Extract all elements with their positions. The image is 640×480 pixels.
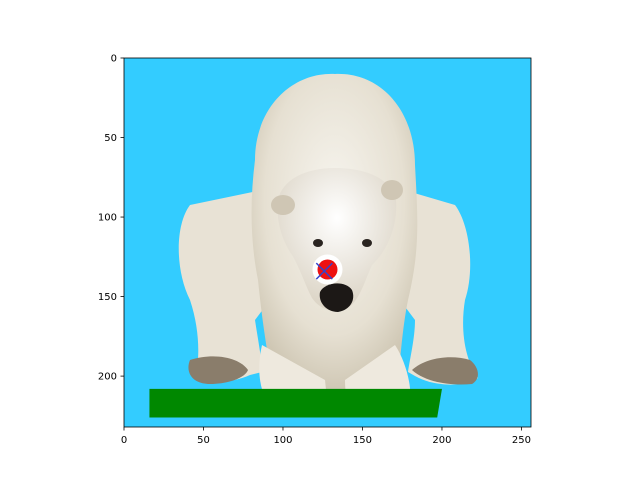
y-tick-label: 50	[104, 133, 117, 144]
cross-marker-stroke-2	[315, 262, 333, 280]
image-layer	[178, 73, 478, 417]
ground-patch-annotation	[149, 388, 442, 418]
target-marker-dot	[317, 259, 338, 280]
plot-axes: 0 50 100 150 200 250 0 50 100 150 200	[98, 54, 532, 446]
x-tick-label: 250	[512, 435, 531, 446]
y-tick-label: 200	[98, 372, 117, 383]
polar-bear-image	[178, 73, 478, 417]
y-tick-label: 100	[98, 213, 117, 224]
axes-frame	[123, 57, 532, 428]
cross-marker	[315, 262, 333, 280]
x-tick-label: 150	[353, 435, 372, 446]
x-tick-label: 0	[121, 435, 127, 446]
y-axis-ticks: 0 50 100 150 200	[98, 54, 124, 383]
y-tick-label: 150	[98, 292, 117, 303]
x-tick-label: 50	[197, 435, 210, 446]
x-tick-label: 200	[432, 435, 451, 446]
x-axis-ticks: 0 50 100 150 200 250	[121, 427, 531, 446]
y-tick-label: 0	[111, 54, 117, 65]
x-tick-label: 100	[273, 435, 292, 446]
